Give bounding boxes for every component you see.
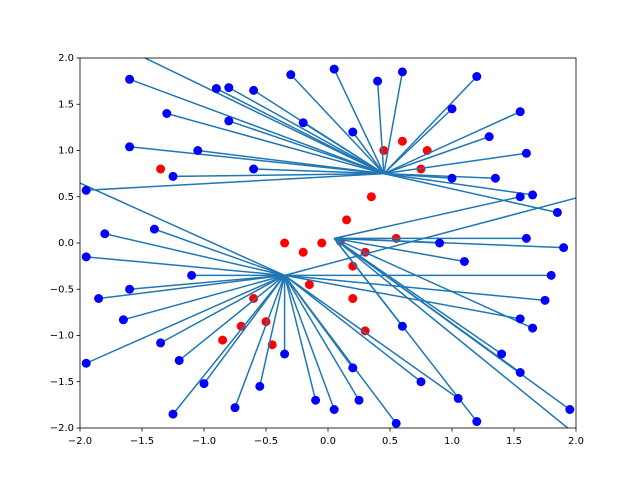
y-tick-label: 0.0 — [58, 238, 74, 249]
point — [392, 419, 401, 428]
point — [528, 324, 537, 333]
point — [280, 350, 289, 359]
point — [317, 239, 326, 248]
point — [125, 285, 134, 294]
point — [355, 396, 364, 405]
point — [522, 149, 531, 158]
point — [82, 252, 91, 261]
point — [187, 271, 196, 280]
x-tick-label: 2.0 — [568, 436, 584, 447]
y-tick-label: 1.5 — [58, 99, 74, 110]
point — [162, 109, 171, 118]
point — [280, 239, 289, 248]
point — [224, 83, 233, 92]
point — [398, 322, 407, 331]
point — [348, 128, 357, 137]
point — [454, 394, 463, 403]
point — [249, 86, 258, 95]
point — [516, 192, 525, 201]
point — [175, 356, 184, 365]
point — [150, 225, 159, 234]
x-tick-label: 1.0 — [444, 436, 460, 447]
point — [249, 165, 258, 174]
point — [516, 107, 525, 116]
point — [311, 396, 320, 405]
x-tick-label: −2.0 — [68, 436, 92, 447]
point — [547, 271, 556, 280]
point — [156, 165, 165, 174]
point — [94, 294, 103, 303]
point — [342, 215, 351, 224]
point — [299, 118, 308, 127]
y-tick-label: −0.5 — [50, 284, 74, 295]
point — [553, 208, 562, 217]
point — [516, 368, 525, 377]
y-tick-label: −1.0 — [50, 331, 74, 342]
point — [299, 248, 308, 257]
x-tick-label: −0.5 — [254, 436, 278, 447]
point — [119, 315, 128, 324]
point — [330, 405, 339, 414]
point — [497, 350, 506, 359]
point — [169, 410, 178, 419]
y-tick-label: −2.0 — [50, 423, 74, 434]
point — [398, 67, 407, 76]
point — [516, 314, 525, 323]
x-tick-label: 1.5 — [506, 436, 522, 447]
x-tick-label: 0.0 — [320, 436, 336, 447]
point — [435, 239, 444, 248]
point — [559, 243, 568, 252]
point — [200, 379, 209, 388]
point — [218, 336, 227, 345]
point — [224, 116, 233, 125]
point — [82, 186, 91, 195]
point — [522, 234, 531, 243]
point — [565, 405, 574, 414]
point — [100, 229, 109, 238]
y-tick-label: −1.5 — [50, 377, 74, 388]
x-tick-label: 0.5 — [382, 436, 398, 447]
point — [448, 104, 457, 113]
point — [485, 132, 494, 141]
y-tick-label: 2.0 — [58, 53, 74, 64]
point — [373, 77, 382, 86]
point — [472, 417, 481, 426]
x-tick-label: −1.5 — [130, 436, 154, 447]
point — [305, 280, 314, 289]
point — [348, 363, 357, 372]
point — [460, 257, 469, 266]
point — [156, 338, 165, 347]
point — [448, 174, 457, 183]
point — [367, 192, 376, 201]
point — [491, 174, 500, 183]
point — [82, 359, 91, 368]
y-tick-label: 1.0 — [58, 146, 74, 157]
point — [255, 382, 264, 391]
point — [212, 84, 221, 93]
point — [417, 377, 426, 386]
point — [472, 72, 481, 81]
point — [169, 172, 178, 181]
point — [193, 146, 202, 155]
point — [348, 294, 357, 303]
point — [231, 403, 240, 412]
x-tick-label: −1.0 — [192, 436, 216, 447]
point — [330, 65, 339, 74]
point — [286, 70, 295, 79]
point — [541, 296, 550, 305]
y-tick-label: 0.5 — [58, 192, 74, 203]
point — [125, 142, 134, 151]
point — [528, 190, 537, 199]
point — [125, 75, 134, 84]
point — [398, 137, 407, 146]
